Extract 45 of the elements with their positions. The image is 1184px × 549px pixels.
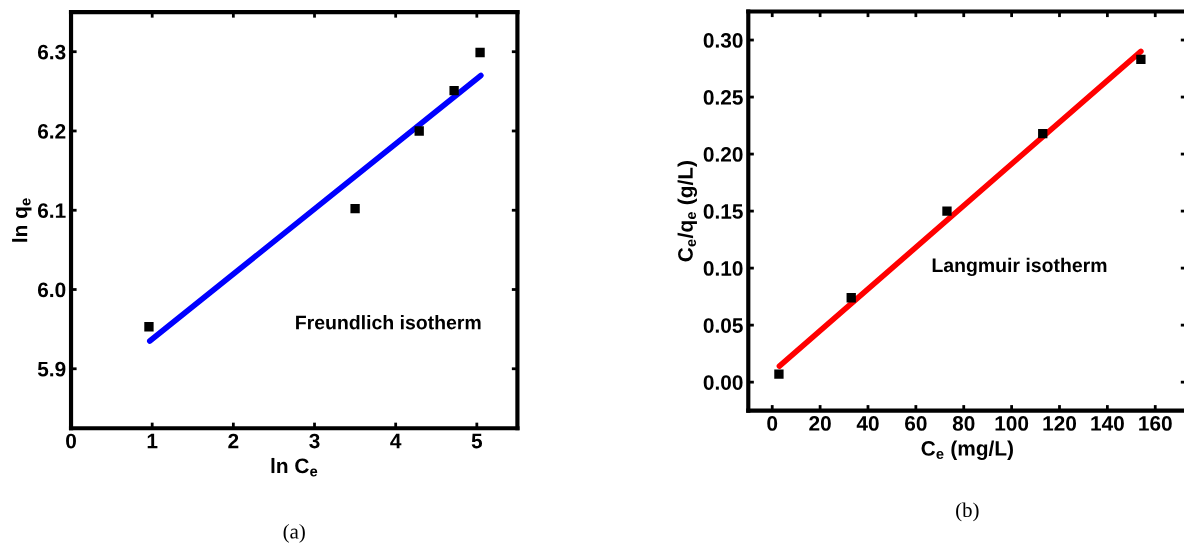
y-axis-title: ln q$_{e}$ xyxy=(12,198,32,242)
x-tick-label: 2 xyxy=(228,433,239,449)
x-tick-label: 1 xyxy=(147,433,158,449)
x-axis-title: C$_{e}$ (mg/L) xyxy=(921,440,1013,460)
y-tick-label: 0.15 xyxy=(703,204,743,219)
x-tick-label: 20 xyxy=(809,416,831,431)
y-tick-label: 0.25 xyxy=(703,90,743,105)
x-tick-label: 140 xyxy=(1091,416,1124,431)
point xyxy=(449,85,459,96)
y-tick-label: 5.9 xyxy=(37,361,66,377)
y-tick-label: 0.10 xyxy=(703,261,743,276)
annotation: Freundlich isotherm xyxy=(296,315,481,330)
y-tick-label: 6.3 xyxy=(37,44,66,60)
point xyxy=(475,47,485,58)
point xyxy=(1038,128,1048,139)
text: (a) xyxy=(283,523,305,543)
x-tick-label: 120 xyxy=(1043,416,1077,431)
y-axis-title: C$_{e}$/q$_{e}$ (g/L) xyxy=(677,161,698,262)
point xyxy=(942,206,952,216)
point xyxy=(414,126,424,136)
x-tick-label: 60 xyxy=(905,416,927,431)
x-tick-label: 80 xyxy=(952,416,975,431)
text: (b) xyxy=(956,502,979,522)
point xyxy=(350,204,360,214)
y-tick-label: 6.0 xyxy=(37,282,66,298)
x-axis-title: ln C$_{e}$ xyxy=(271,457,318,477)
x-tick-label: 0 xyxy=(767,416,778,431)
x-tick-label: 160 xyxy=(1139,416,1172,431)
y-tick-label: 6.2 xyxy=(37,123,66,139)
y-tick-label: 0.05 xyxy=(703,318,743,333)
annotation: Langmuir isotherm xyxy=(932,257,1107,277)
x-tick-label: 5 xyxy=(471,433,483,449)
y-tick-label: 0.00 xyxy=(703,375,743,390)
point xyxy=(774,369,784,379)
x-tick-label: 100 xyxy=(995,416,1029,431)
y-tick-label: 6.1 xyxy=(37,203,66,218)
x-tick-label: 0 xyxy=(66,433,76,449)
point xyxy=(846,293,856,303)
point xyxy=(1136,54,1146,65)
x-tick-label: 4 xyxy=(390,433,402,449)
x-tick-label: 40 xyxy=(856,416,879,431)
x-tick-label: 3 xyxy=(309,433,320,449)
y-tick-label: 0.20 xyxy=(703,147,743,162)
y-tick-label: 0.30 xyxy=(703,33,743,48)
point xyxy=(144,322,154,332)
